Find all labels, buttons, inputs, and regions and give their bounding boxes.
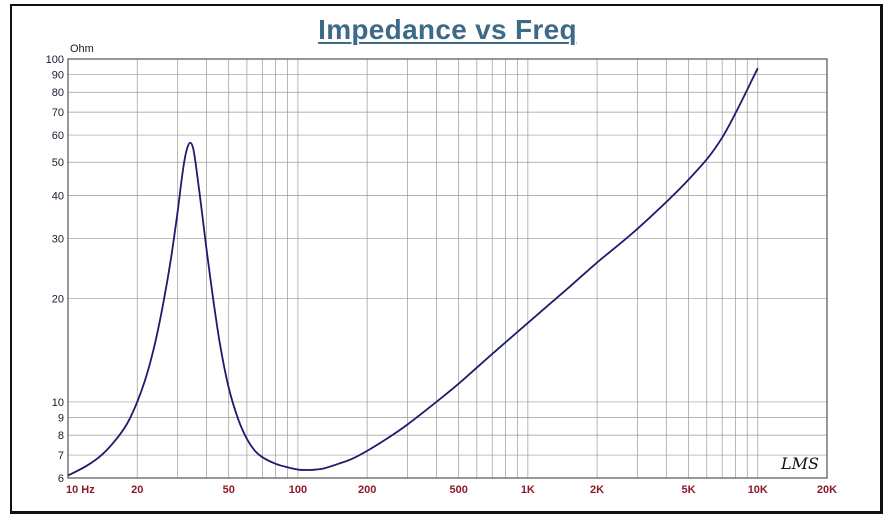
lms-annotation: LMS — [780, 454, 819, 473]
x-tick-label: 1K — [521, 484, 535, 496]
impedance-line — [67, 67, 759, 477]
x-tick-label: 20K — [817, 484, 837, 496]
x-tick-label: 5K — [682, 484, 696, 496]
grid — [68, 59, 827, 478]
y-tick-label: 80 — [52, 87, 64, 99]
y-tick-label: 50 — [52, 157, 64, 169]
y-tick-label: 6 — [58, 473, 64, 485]
y-axis-ticks: 6 7 8 9 10 20 30 40 50 60 70 80 90 100 — [46, 54, 64, 485]
y-tick-label: 7 — [58, 450, 64, 462]
chart-frame — [10, 4, 883, 514]
y-tick-label: 30 — [52, 233, 64, 245]
y-tick-label: 9 — [58, 413, 64, 425]
x-axis-ticks: 10 Hz 20 50 100 200 500 1K 2K 5K 10K 20K — [66, 484, 837, 496]
x-tick-label: 50 — [223, 484, 235, 496]
x-tick-label: 10 Hz — [66, 484, 95, 496]
y-tick-label: 20 — [52, 294, 64, 306]
plot-area — [67, 58, 828, 479]
y-tick-label: 40 — [52, 190, 64, 202]
y-tick-label: 70 — [52, 107, 64, 119]
x-tick-label: 500 — [449, 484, 467, 496]
x-tick-label: 2K — [590, 484, 604, 496]
y-axis-label: Ohm — [70, 43, 94, 55]
x-tick-label: 200 — [358, 484, 376, 496]
y-tick-label: 90 — [52, 70, 64, 82]
y-tick-label: 10 — [52, 397, 64, 409]
y-tick-label: 100 — [46, 54, 64, 66]
y-tick-label: 8 — [58, 430, 64, 442]
x-tick-label: 20 — [131, 484, 143, 496]
chart-title: Impedance vs Freq — [318, 14, 577, 45]
x-tick-label: 10K — [748, 484, 768, 496]
y-tick-label: 60 — [52, 130, 64, 142]
x-tick-label: 100 — [289, 484, 307, 496]
